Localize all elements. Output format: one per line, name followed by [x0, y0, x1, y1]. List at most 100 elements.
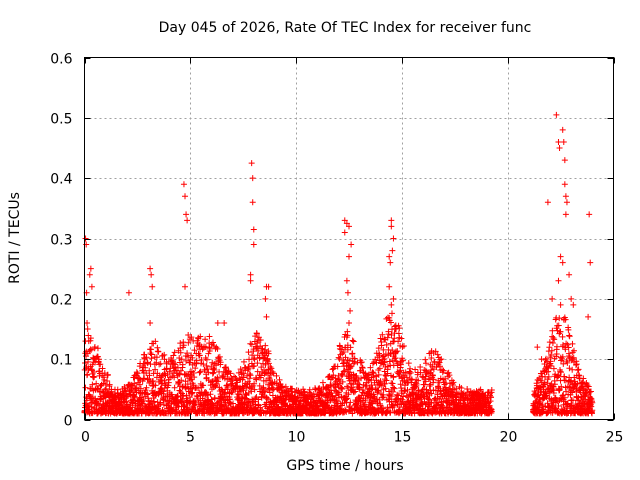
data-point	[539, 402, 546, 409]
data-point	[549, 340, 556, 347]
data-point	[397, 381, 404, 388]
data-point	[205, 369, 212, 376]
data-point	[395, 330, 402, 337]
data-point	[269, 368, 276, 375]
data-point	[358, 375, 365, 382]
data-point	[390, 235, 397, 242]
data-point	[131, 393, 138, 400]
data-point	[183, 211, 190, 218]
data-point	[273, 372, 280, 379]
data-point	[563, 199, 570, 206]
data-point	[449, 380, 456, 387]
data-point	[407, 369, 414, 376]
data-point	[562, 211, 569, 218]
data-point	[539, 409, 546, 416]
data-point	[389, 403, 396, 410]
data-point	[267, 363, 274, 370]
data-point	[180, 181, 187, 188]
data-point	[210, 365, 217, 372]
data-point	[335, 404, 342, 411]
data-point	[569, 397, 576, 404]
data-point	[214, 345, 221, 352]
data-point	[236, 375, 243, 382]
data-point	[348, 241, 355, 248]
data-point	[565, 344, 572, 351]
y-tick-label: 0.5	[50, 112, 72, 128]
data-point	[94, 345, 101, 352]
data-point	[178, 377, 185, 384]
data-point	[557, 328, 564, 335]
data-point	[265, 350, 272, 357]
data-point	[136, 381, 143, 388]
data-point	[183, 392, 190, 399]
data-point	[568, 377, 575, 384]
data-point	[246, 356, 253, 363]
data-point	[214, 399, 221, 406]
data-point	[360, 387, 367, 394]
data-point	[566, 332, 573, 339]
data-point	[146, 372, 153, 379]
data-point	[204, 365, 211, 372]
data-point	[262, 295, 269, 302]
data-point	[153, 359, 160, 366]
data-point	[101, 376, 108, 383]
data-point	[93, 380, 100, 387]
data-point	[346, 319, 352, 326]
x-tick-label: 25	[606, 430, 624, 446]
data-point	[391, 385, 398, 392]
data-point	[380, 346, 387, 353]
data-point	[347, 344, 354, 351]
data-point	[148, 346, 155, 353]
data-point	[192, 365, 199, 372]
data-point	[123, 398, 130, 405]
data-point	[177, 398, 184, 405]
data-point	[104, 371, 111, 378]
data-point	[197, 368, 204, 375]
data-point	[488, 394, 495, 401]
data-point	[369, 369, 376, 376]
data-point	[205, 350, 212, 357]
data-point	[429, 372, 436, 379]
data-point	[346, 357, 353, 364]
data-point	[567, 384, 574, 391]
data-point	[85, 338, 92, 345]
data-point	[383, 341, 390, 348]
data-point	[332, 375, 339, 382]
data-point	[543, 392, 550, 399]
data-point	[132, 385, 139, 392]
data-point	[104, 378, 111, 385]
data-point	[376, 365, 383, 372]
data-point	[382, 385, 389, 392]
data-point	[165, 379, 172, 386]
x-tick-labels: 0 5 10 15 20 25	[81, 430, 623, 446]
data-point	[221, 319, 228, 326]
data-point	[425, 375, 432, 382]
data-point	[573, 358, 580, 365]
data-point	[394, 348, 401, 355]
data-point	[84, 319, 91, 326]
data-point	[336, 376, 343, 383]
data-point	[555, 372, 562, 379]
data-point	[170, 360, 177, 367]
data-point	[464, 385, 471, 392]
data-point	[171, 374, 178, 381]
data-point	[100, 374, 107, 381]
data-point	[375, 345, 382, 352]
data-point	[391, 402, 398, 409]
data-point	[253, 330, 260, 337]
data-point	[386, 283, 393, 290]
data-point	[211, 367, 218, 374]
data-point	[386, 358, 393, 365]
data-point	[269, 384, 276, 391]
data-point	[395, 338, 402, 345]
data-point	[224, 384, 231, 390]
data-point	[442, 375, 449, 382]
data-point	[188, 390, 195, 397]
data-point	[550, 334, 557, 341]
data-point	[381, 359, 388, 366]
data-point	[341, 217, 348, 224]
data-point	[562, 193, 569, 200]
y-axis-label: ROTI / TECUs	[7, 192, 23, 284]
data-point	[328, 382, 335, 389]
data-point	[333, 388, 340, 395]
